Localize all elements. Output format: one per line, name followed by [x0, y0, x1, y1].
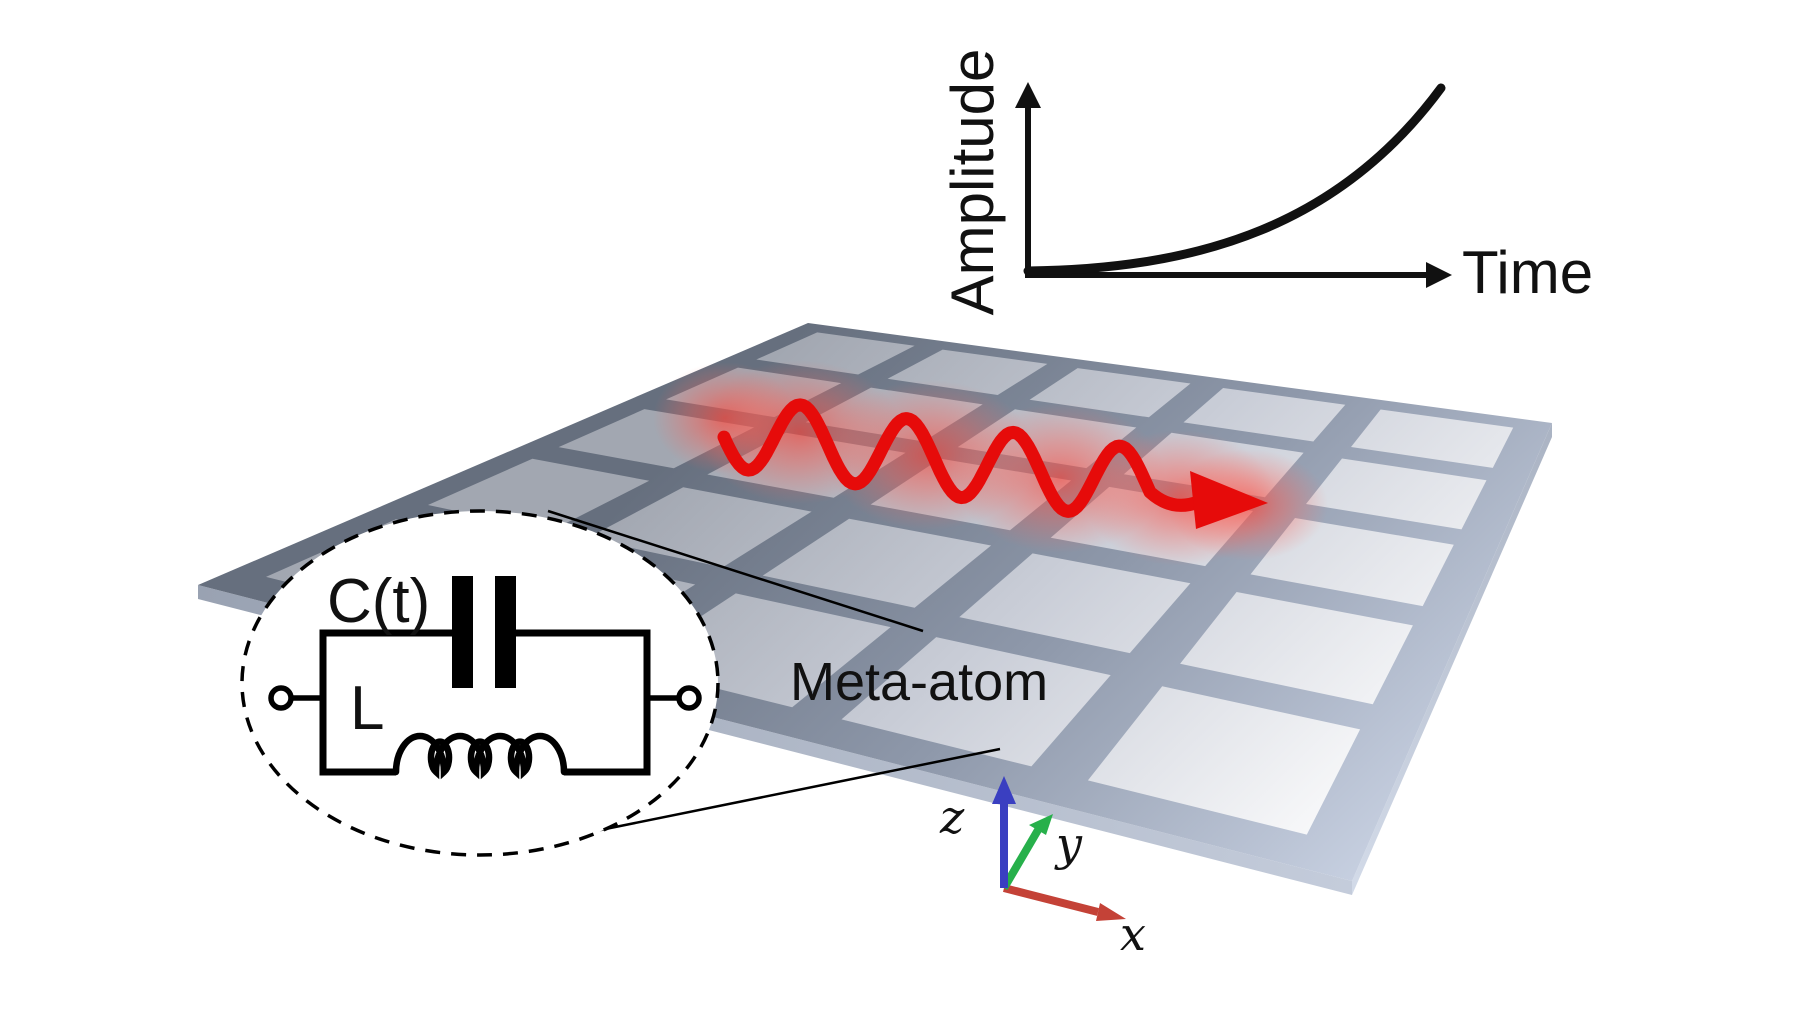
meta-atom-cell	[1087, 686, 1361, 835]
meta-atom-cell	[1180, 592, 1413, 705]
capacitor-plate-right	[495, 576, 516, 688]
em-wave-arrowhead	[1190, 471, 1268, 529]
inductor-label: L	[350, 674, 384, 743]
terminal-left	[268, 685, 294, 711]
meta-atom-cell	[959, 553, 1191, 654]
plate-side-right	[1352, 423, 1552, 895]
amplitude-time-graph: Time Amplitude	[939, 49, 1593, 316]
x-axis-arrowhead	[1096, 903, 1126, 921]
meta-atom-cell	[1306, 458, 1487, 530]
exponential-curve	[1023, 83, 1446, 276]
terminal-right	[676, 685, 702, 711]
graph-y-axis-arrowhead	[1015, 82, 1041, 108]
z-axis-label: z	[939, 790, 965, 844]
meta-atom-label: Meta-atom	[790, 652, 1048, 712]
y-axis-arrowhead	[1029, 814, 1053, 835]
em-wave-group	[717, 398, 1268, 529]
meta-atom-cell	[1183, 388, 1346, 442]
y-axis-label: y	[1054, 817, 1083, 871]
x-axis-label: x	[1120, 907, 1146, 961]
lc-circuit-inset: C(t) L	[240, 509, 720, 857]
z-axis-arrowhead	[992, 776, 1016, 804]
time-axis-label: Time	[1462, 239, 1593, 306]
em-wave	[717, 398, 1205, 518]
meta-atom-cell	[586, 487, 812, 568]
amplitude-axis-label: Amplitude	[939, 49, 1006, 316]
x-axis-arrow	[1003, 884, 1099, 916]
graph-x-axis-arrowhead	[1426, 262, 1452, 288]
meta-atom-cell	[841, 637, 1111, 767]
meta-atom-cell	[1351, 409, 1514, 468]
callout-line-upper	[547, 509, 924, 633]
capacitor-plate-left	[452, 576, 473, 688]
meta-atom-cell	[762, 518, 992, 608]
coordinate-axes: z y x	[939, 776, 1146, 961]
circuit-loop	[319, 629, 651, 776]
y-axis-arrow	[1000, 827, 1042, 891]
inductor-coil	[392, 732, 568, 780]
capacitor-label: C(t)	[327, 567, 430, 636]
